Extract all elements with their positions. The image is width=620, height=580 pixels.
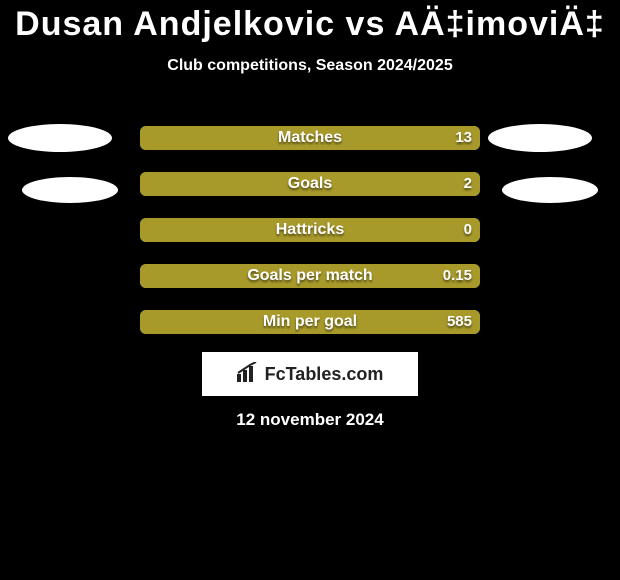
bar-fill	[140, 310, 480, 334]
stat-row: Matches13	[0, 126, 620, 150]
bar-track	[140, 218, 480, 242]
comparison-canvas: Dusan Andjelkovic vs AÄ‡imoviÄ‡ Club com…	[0, 0, 620, 580]
bar-fill	[140, 172, 480, 196]
bar-fill	[140, 218, 480, 242]
stat-row: Min per goal585	[0, 310, 620, 334]
bars-chart-icon	[237, 362, 259, 387]
bar-fill	[140, 264, 480, 288]
stat-row: Hattricks0	[0, 218, 620, 242]
bar-track	[140, 264, 480, 288]
stat-row: Goals per match0.15	[0, 264, 620, 288]
bar-track	[140, 126, 480, 150]
bar-fill	[140, 126, 480, 150]
bar-track	[140, 172, 480, 196]
subtitle: Club competitions, Season 2024/2025	[0, 57, 620, 75]
page-title: Dusan Andjelkovic vs AÄ‡imoviÄ‡	[0, 0, 620, 43]
stat-row: Goals2	[0, 172, 620, 196]
date: 12 november 2024	[0, 410, 620, 430]
bar-track	[140, 310, 480, 334]
logo-text: FcTables.com	[265, 364, 384, 385]
logo: FcTables.com	[237, 362, 384, 387]
logo-box: FcTables.com	[202, 352, 418, 396]
